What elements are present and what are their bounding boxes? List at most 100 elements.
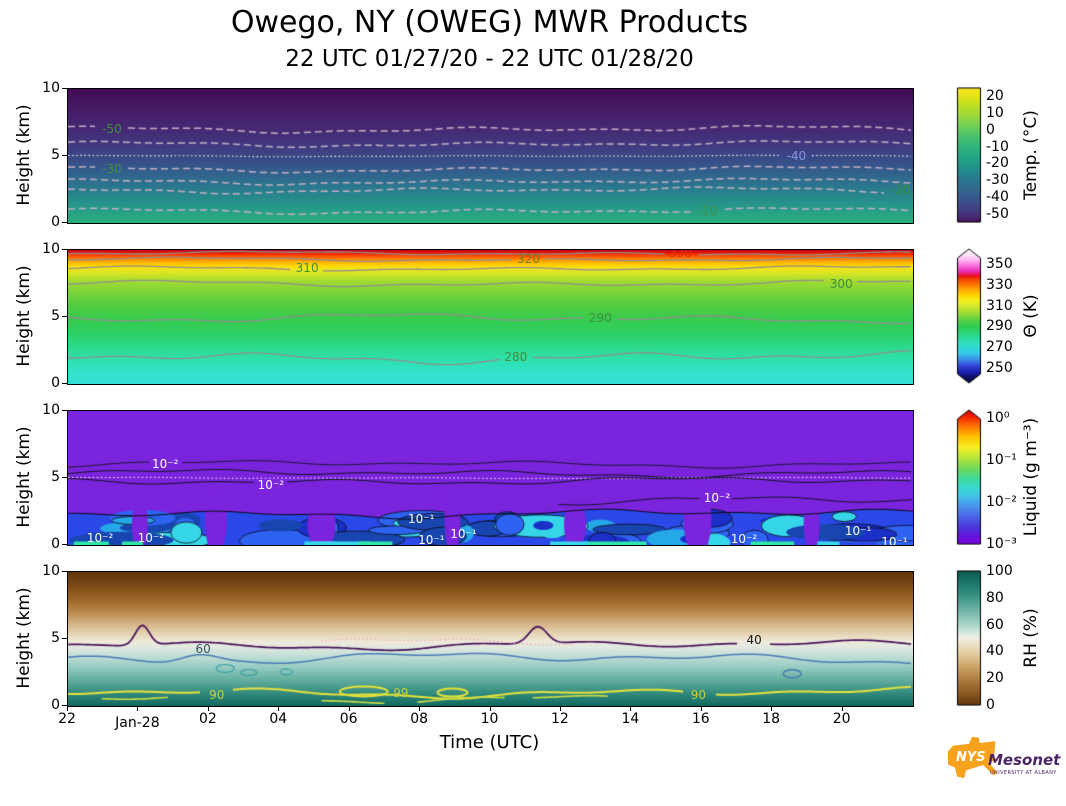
y-axis-title: Height (km) [14, 587, 34, 689]
y-axis-title: Height (km) [14, 426, 34, 528]
contour-label: -40 [786, 149, 807, 163]
x-tick-label: 16 [691, 711, 710, 727]
x-tick-label: 08 [410, 711, 429, 727]
temperature-heatmap [68, 89, 913, 223]
contour-label: 10⁻¹ [844, 523, 872, 538]
y-tick-label: 0 [51, 697, 60, 713]
nys-mesonet-logo: NYS Mesonet UNIVERSITY AT ALBANY [946, 724, 1064, 794]
y-tick-mark [62, 222, 67, 223]
colorbar-title: Liquid (g m⁻³) [1021, 417, 1041, 537]
potential-temperature-heatmap [68, 250, 913, 384]
contour-label: 10⁻² [86, 531, 114, 545]
colorbar-tick-label: 10⁻¹ [986, 451, 1017, 468]
y-tick-mark [62, 155, 67, 156]
y-tick-label: 0 [51, 375, 60, 391]
contour-label: 10⁻¹ [407, 511, 435, 526]
colorbar-tick-label: 40 [986, 643, 1004, 660]
y-tick-label: 0 [51, 536, 60, 552]
x-tick-label: Jan-28 [115, 715, 160, 731]
x-tick-label: 10 [480, 711, 499, 727]
colorbar-tick-label: 100 [986, 563, 1013, 579]
panel-potential-temperature: 330 320 310 300 290 280 [67, 249, 914, 385]
contour-label: 10⁻² [730, 531, 758, 545]
y-tick-label: 5 [51, 147, 60, 163]
x-tick-mark [771, 706, 773, 711]
x-tick-label: 22 [58, 711, 76, 727]
logo-subtext: UNIVERSITY AT ALBANY [990, 770, 1057, 776]
contour-label: 280 [504, 350, 528, 365]
y-tick-label: 10 [42, 402, 60, 418]
colorbar-tick-label: 290 [986, 318, 1013, 335]
contour-label: 90 [209, 688, 225, 703]
colorbar-tick-label: 310 [986, 297, 1013, 314]
y-tick-label: 5 [51, 469, 60, 485]
contour-label: 10⁻¹ [418, 532, 445, 545]
contour-label: -10 [697, 203, 718, 218]
colorbar-tick-label: 330 [986, 276, 1013, 293]
contour-label: 300 [829, 276, 853, 291]
x-tick-label: 12 [550, 711, 569, 727]
colorbar-temperature [956, 87, 982, 223]
y-tick-mark [62, 705, 67, 706]
chart-subtitle: 22 UTC 01/27/20 - 22 UTC 01/28/20 [285, 46, 694, 72]
contour-label: -50 [102, 122, 122, 137]
colorbar-tick-label: -40 [986, 188, 1009, 205]
y-axis-title: Height (km) [14, 104, 34, 206]
colorbar-liquid [956, 409, 982, 545]
liquid-heatmap [68, 411, 913, 545]
colorbar-title: Temp. (°C) [1021, 110, 1041, 200]
contour-label: 290 [588, 311, 612, 326]
colorbar-tick-label: 10⁰ [986, 410, 1010, 427]
colorbar-title: Θ (K) [1021, 294, 1041, 338]
colorbar-tick-label: -30 [986, 172, 1009, 189]
colorbar-tick-label: 20 [986, 670, 1004, 687]
contour-label: 60 [195, 642, 211, 657]
contour-label: 10⁻² [137, 531, 165, 545]
contour-label: 320 [517, 252, 540, 267]
x-tick-label: 18 [762, 711, 781, 727]
contour-label: 10⁻² [703, 491, 731, 506]
colorbar-tick-label: 80 [986, 589, 1004, 606]
y-axis-title: Height (km) [14, 265, 34, 367]
colorbar-tick-label: 270 [986, 339, 1013, 356]
contour-label: 310 [295, 261, 319, 276]
temperature-labels: -50 -40 -30 -20 -10 [68, 89, 913, 223]
x-tick-label: 02 [198, 711, 217, 727]
contour-label: 10⁻² [257, 478, 285, 493]
contour-label: -30 [102, 162, 122, 177]
relative-humidity-heatmap [68, 572, 913, 706]
y-tick-label: 5 [51, 630, 60, 646]
contour-label: -20 [890, 183, 911, 198]
colorbar-potential-temperature [956, 248, 982, 384]
potential-temperature-labels: 330 320 310 300 290 280 [68, 250, 913, 384]
x-tick-mark [419, 706, 421, 711]
x-tick-mark [67, 706, 68, 711]
colorbar-relative-humidity [956, 570, 982, 706]
chart-title: Owego, NY (OWEG) MWR Products [230, 5, 749, 40]
y-tick-label: 10 [42, 241, 60, 257]
colorbar-tick-label: 350 [986, 255, 1013, 272]
x-tick-mark [841, 706, 843, 711]
contour-label: 10⁻¹ [881, 535, 908, 545]
y-tick-mark [62, 571, 67, 572]
x-tick-mark [630, 706, 632, 711]
liquid-labels: 10⁻² 10⁻² 10⁻² 10⁻² 10⁻² 10⁻¹ 10⁻¹ 10⁻¹ 10⁻² 10⁻¹… [68, 411, 913, 545]
y-tick-mark [62, 544, 67, 545]
colorbar-tick-label: -10 [986, 138, 1009, 155]
contour-label: 40 [746, 632, 762, 647]
contour-label: 330 [669, 250, 693, 261]
y-tick-label: 10 [42, 80, 60, 96]
contour-label: 90 [690, 688, 706, 703]
y-tick-mark [62, 638, 67, 639]
y-tick-mark [62, 477, 67, 478]
panel-liquid: 10⁻² 10⁻² 10⁻² 10⁻² 10⁻² 10⁻¹ 10⁻¹ 10⁻¹ 10⁻² 10⁻¹… [67, 410, 914, 546]
y-tick-mark [62, 410, 67, 411]
colorbar-tick-label: 250 [986, 360, 1013, 377]
y-tick-label: 5 [51, 308, 60, 324]
x-tick-mark [559, 706, 561, 711]
x-tick-label: 04 [269, 711, 288, 727]
logo-nys-text: NYS [956, 750, 986, 765]
x-tick-label: 20 [832, 711, 851, 727]
x-axis-title: Time (UTC) [439, 732, 540, 753]
